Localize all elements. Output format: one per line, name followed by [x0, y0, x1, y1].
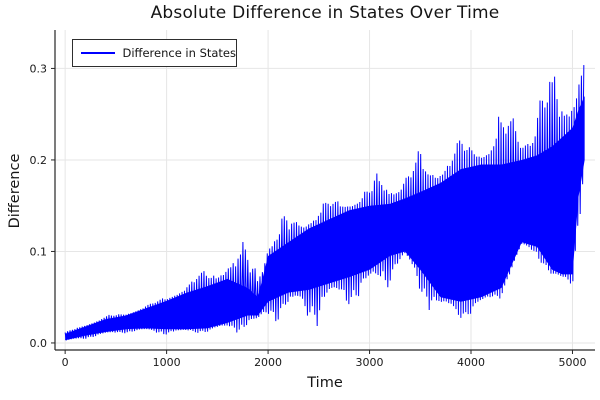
- x-tick-label: 2000: [254, 356, 282, 369]
- x-tick-label: 4000: [457, 356, 485, 369]
- legend-box: Difference in States: [72, 39, 237, 67]
- x-tick-label: 0: [62, 356, 69, 369]
- legend-line-sample: [81, 52, 116, 54]
- x-axis-label: Time: [307, 375, 343, 391]
- y-axis-label: Difference: [7, 153, 23, 229]
- series-dense-band: [65, 95, 585, 341]
- legend-label: Difference in States: [122, 46, 236, 60]
- chart-title: Absolute Difference in States Over Time: [150, 3, 500, 23]
- x-tick-label: 5000: [558, 356, 586, 369]
- y-tick-label: 0.1: [30, 245, 48, 258]
- y-tick-label: 0.3: [30, 62, 48, 75]
- x-tick-label: 1000: [153, 356, 181, 369]
- series-line: [64, 65, 585, 341]
- y-tick-label: 0.0: [30, 337, 48, 350]
- y-tick-label: 0.2: [30, 154, 48, 167]
- x-tick-label: 3000: [356, 356, 384, 369]
